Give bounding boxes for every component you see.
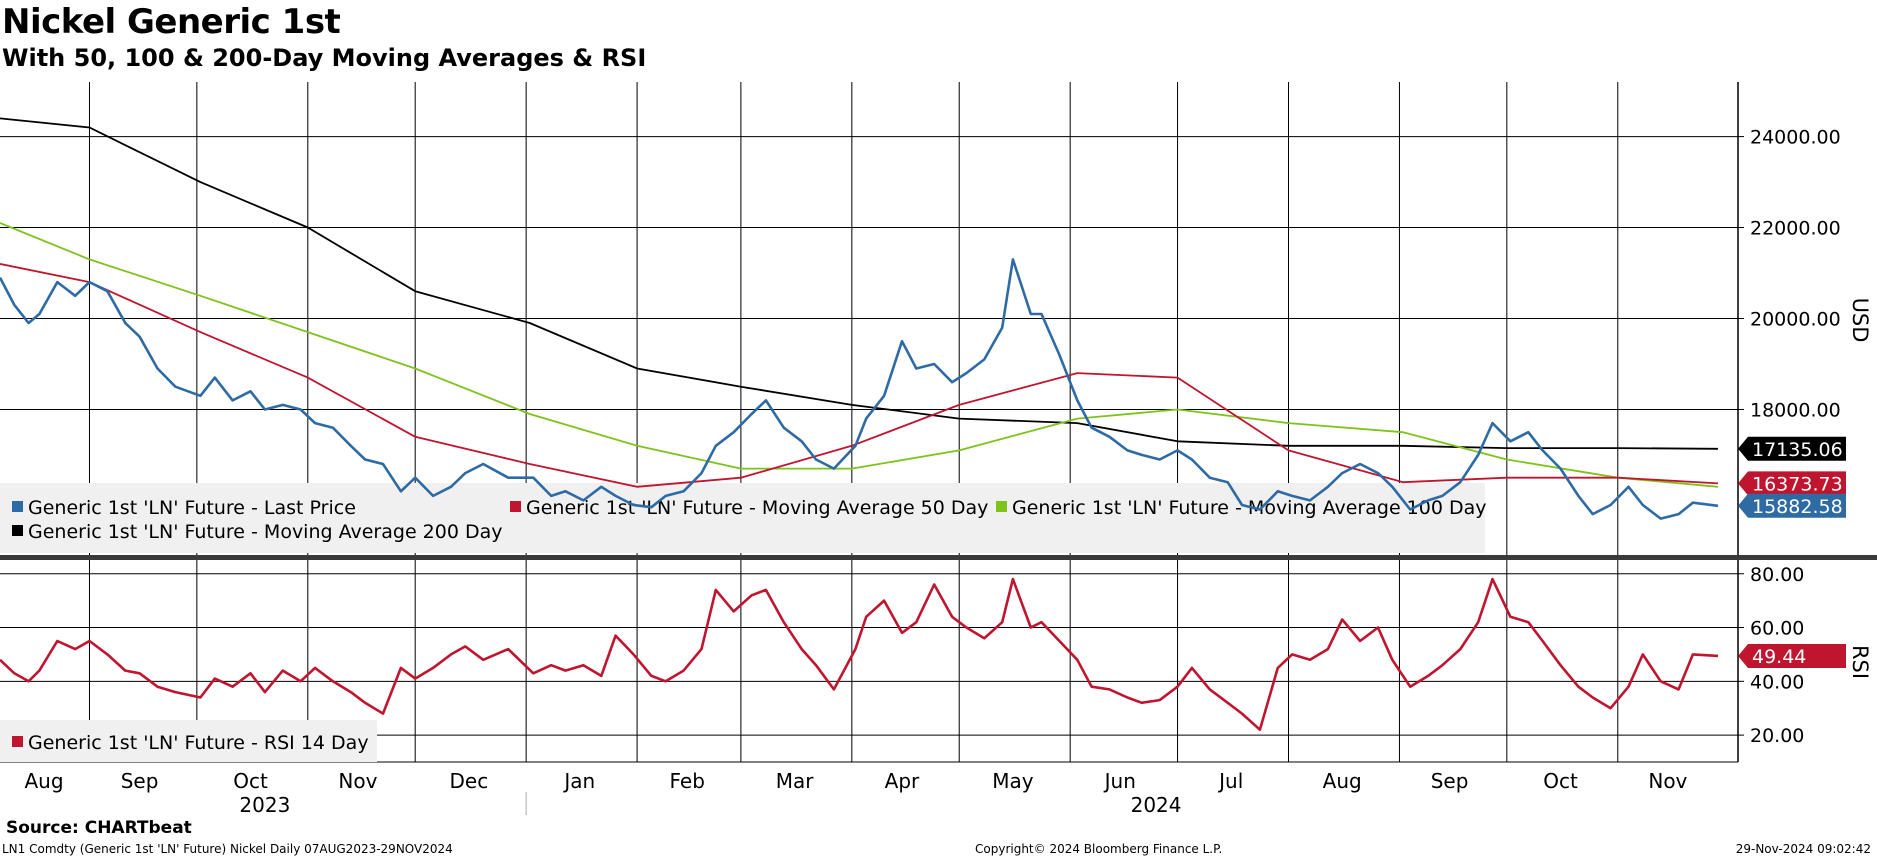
- x-tick-label: Oct: [233, 769, 268, 793]
- footer-timestamp: 29-Nov-2024 09:02:42: [1735, 842, 1871, 856]
- legend-swatch-last_price: [12, 501, 23, 512]
- chart-title: Nickel Generic 1st: [2, 2, 341, 42]
- legend-swatch-ma100: [996, 501, 1007, 512]
- value-tag-background: [1738, 471, 1846, 496]
- rsi-legend: Generic 1st 'LN' Future - RSI 14 Day: [0, 720, 377, 762]
- x-year-label: 2024: [1131, 793, 1182, 815]
- rsi-tick-label: 60.00: [1750, 618, 1804, 640]
- source-note: Source: CHARTbeat: [6, 818, 192, 838]
- x-year-label: 2023: [239, 793, 290, 815]
- rsi-tick-label: 40.00: [1750, 671, 1804, 693]
- price-axis-label: USD: [1848, 298, 1872, 343]
- legend-swatch-ma200: [12, 525, 23, 536]
- value-tag-label: 16373.73: [1752, 473, 1843, 495]
- panel-separator: [0, 555, 1877, 560]
- value-tag-background: [1738, 493, 1846, 518]
- footer-security-info: LN1 Comdty (Generic 1st 'LN' Future) Nic…: [2, 842, 453, 856]
- price-tick-label: 18000.00: [1750, 399, 1841, 421]
- x-tick-label: Jan: [562, 769, 595, 793]
- rsi-tick-label: 80.00: [1750, 564, 1804, 586]
- legend-label-last_price: Generic 1st 'LN' Future - Last Price: [28, 497, 356, 519]
- value-tag-background: [1738, 643, 1846, 668]
- last-value-tag-last_price: 15882.58: [1738, 493, 1846, 518]
- rsi-axis-label: RSI: [1848, 645, 1872, 679]
- x-tick-label: Dec: [450, 769, 489, 793]
- legend-label-ma200: Generic 1st 'LN' Future - Moving Average…: [28, 521, 503, 543]
- x-tick-label: Aug: [1323, 769, 1362, 793]
- chart-subtitle: With 50, 100 & 200-Day Moving Averages &…: [2, 44, 647, 72]
- x-tick-label: Feb: [669, 769, 704, 793]
- value-tag-label: 15882.58: [1752, 496, 1843, 518]
- legend-background: [0, 720, 377, 762]
- price-tick-label: 22000.00: [1750, 218, 1841, 240]
- last-value-tag-ma50: 16373.73: [1738, 471, 1846, 496]
- x-tick-label: Oct: [1543, 769, 1578, 793]
- x-tick-label: Apr: [885, 769, 920, 793]
- x-tick-label: Jun: [1103, 769, 1136, 793]
- value-tag-label: 49.44: [1752, 646, 1806, 668]
- chart-area: 18000.00 20000.00 22000.00 24000.00 20.00 40.…: [0, 82, 1877, 815]
- x-tick-label: Mar: [776, 769, 815, 793]
- x-tick-label: Nov: [338, 769, 377, 793]
- value-tag-background: [1738, 436, 1846, 461]
- value-tag-label: 17135.06: [1752, 439, 1843, 461]
- x-tick-label: Sep: [1431, 769, 1469, 793]
- legend-label-ma50: Generic 1st 'LN' Future - Moving Average…: [526, 497, 988, 519]
- x-tick-label: May: [992, 769, 1034, 793]
- grid-lines: [0, 82, 1738, 762]
- series-line-rsi: [0, 577, 1719, 731]
- legend-swatch-ma50: [510, 501, 521, 512]
- series-line-ma200: [0, 117, 1719, 450]
- rsi-tick-label: 20.00: [1750, 725, 1804, 747]
- price-tick-label: 24000.00: [1750, 127, 1841, 149]
- last-value-tag-ma200: 17135.06: [1738, 436, 1846, 461]
- series-line-ma100: [0, 222, 1719, 488]
- x-tick-label: Aug: [24, 769, 63, 793]
- last-value-tag-rsi: 49.44: [1738, 643, 1846, 668]
- x-tick-label: Jul: [1217, 769, 1243, 793]
- x-tick-label: Nov: [1648, 769, 1687, 793]
- series-line-ma50: [0, 263, 1719, 488]
- x-tick-label: Sep: [121, 769, 159, 793]
- series-line-last_price: [0, 258, 1719, 520]
- legend-background: [0, 483, 1485, 553]
- legend-swatch-rsi: [12, 736, 23, 747]
- legend-label-rsi: Generic 1st 'LN' Future - RSI 14 Day: [28, 732, 369, 754]
- footer-copyright: Copyright© 2024 Bloomberg Finance L.P.: [975, 842, 1223, 856]
- price-legend: Generic 1st 'LN' Future - Last Price Gene…: [0, 483, 1487, 553]
- price-tick-label: 20000.00: [1750, 309, 1841, 331]
